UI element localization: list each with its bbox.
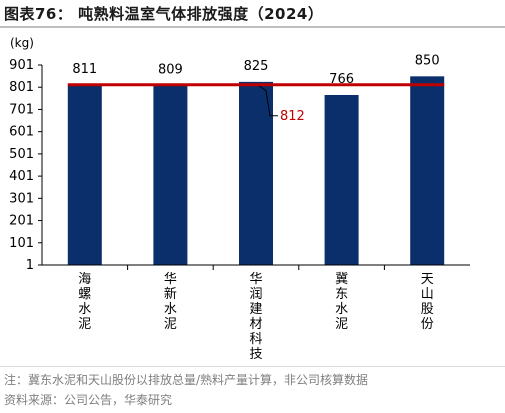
x-axis-labels: 海螺水泥 华新水泥 华润建材科技 冀东水泥 天山股份 — [78, 265, 434, 362]
reference-label-leader — [258, 85, 278, 117]
notes: 注：冀东水泥和天山股份以排放总量/熟料产量计算，非公司核算数据 资料来源：公司公… — [4, 370, 501, 410]
reference-line-group: 812 — [67, 83, 445, 124]
title-divider — [0, 26, 505, 28]
data-label: 825 — [244, 59, 269, 74]
data-label: 766 — [329, 72, 354, 87]
source-note: 资料来源：公司公告，华泰研究 — [4, 393, 173, 407]
reference-line-label: 812 — [280, 109, 305, 124]
y-tick-label: 101 — [9, 236, 34, 251]
y-tick-label: 401 — [9, 169, 34, 184]
x-tick-label: 冀东水泥 — [335, 271, 348, 332]
y-tick-label: 801 — [9, 80, 34, 95]
bar — [239, 81, 273, 265]
y-axis-unit-label: (kg) — [10, 36, 34, 50]
y-tick-label: 301 — [9, 191, 34, 206]
bar — [67, 85, 102, 265]
data-labels: 811 809 825 766 850 — [72, 53, 439, 87]
bar — [153, 85, 188, 265]
data-label: 809 — [158, 62, 183, 77]
y-tick-label: 501 — [9, 147, 34, 162]
bar — [324, 95, 359, 265]
y-tick-label: 701 — [9, 102, 34, 117]
x-tick-label: 海螺水泥 — [78, 272, 91, 332]
x-tick-label: 天山股份 — [421, 272, 434, 332]
bar — [410, 76, 445, 265]
y-tick-label: 201 — [9, 214, 34, 229]
data-label: 850 — [415, 53, 440, 68]
figure-title: 图表76： 吨熟料温室气体排放强度（2024） — [4, 5, 324, 23]
bar-chart: (kg) 1 101 201 301 401 501 601 701 801 901 811 809… — [9, 36, 470, 362]
footnote: 注：冀东水泥和天山股份以排放总量/熟料产量计算，非公司核算数据 — [4, 373, 369, 387]
y-tick-label: 1 — [26, 258, 34, 273]
y-tick-label: 601 — [9, 125, 34, 140]
y-tick-label: 901 — [9, 58, 34, 73]
bars — [67, 76, 445, 265]
y-axis-ticks: 1 101 201 301 401 501 601 701 801 901 — [9, 58, 42, 273]
x-tick-label: 华新水泥 — [164, 272, 177, 332]
x-tick-label: 华润建材科技 — [249, 272, 262, 362]
notes-divider — [0, 366, 505, 367]
data-label: 811 — [72, 62, 97, 77]
